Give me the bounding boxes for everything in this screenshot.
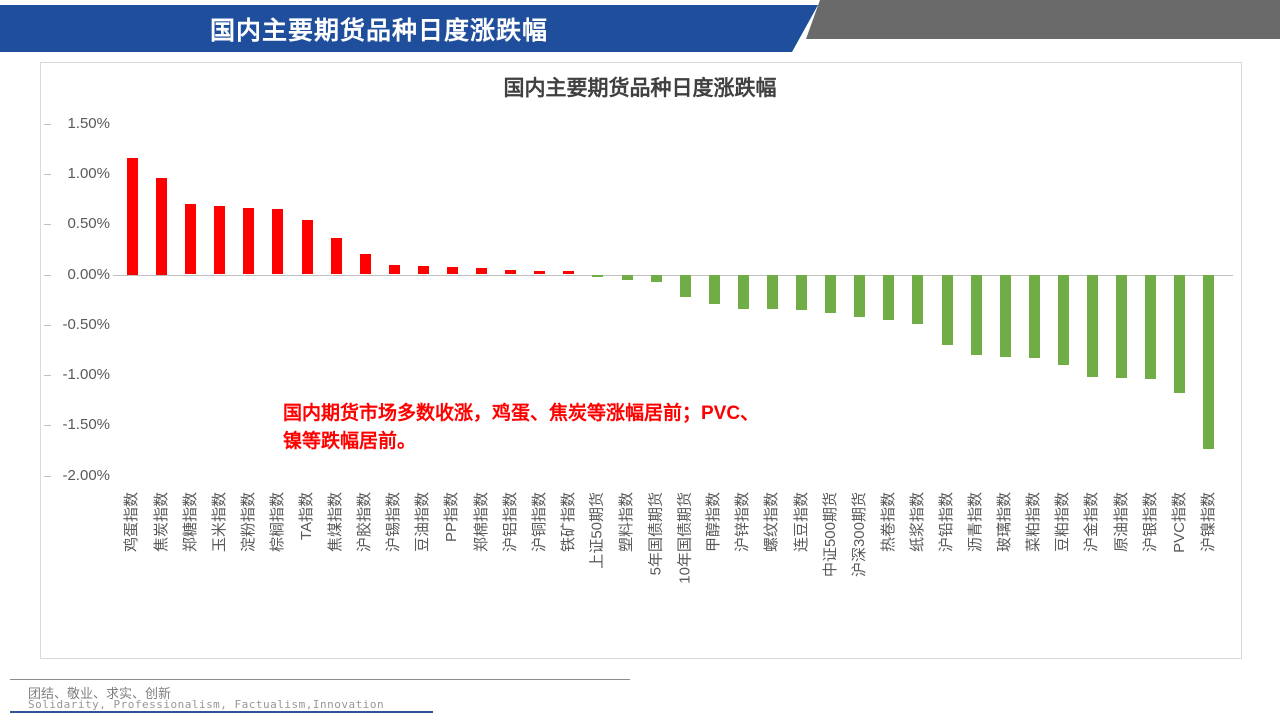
- header-accent-shape: [806, 0, 1280, 39]
- chart-title: 国内主要期货品种日度涨跌幅: [503, 76, 777, 100]
- footer-motto-cn: 团结、敬业、求实、创新: [28, 686, 172, 701]
- page-title: 国内主要期货品种日度涨跌幅: [209, 16, 548, 45]
- annotation-line-1: 国内期货市场多数收涨，鸡蛋、焦炭等涨幅居前；PVC、: [283, 403, 760, 424]
- chart-area: [40, 62, 1242, 659]
- footer-motto-en: Solidarity, Professionalism, Factualism,…: [28, 698, 385, 711]
- footer-accent-line: [10, 711, 433, 713]
- header-banner: 国内主要期货品种日度涨跌幅: [0, 5, 818, 52]
- footer-divider: [10, 679, 630, 680]
- annotation: 国内期货市场多数收涨，鸡蛋、焦炭等涨幅居前；PVC、 镍等跌幅居前。: [283, 400, 923, 456]
- annotation-line-2: 镍等跌幅居前。: [283, 431, 417, 452]
